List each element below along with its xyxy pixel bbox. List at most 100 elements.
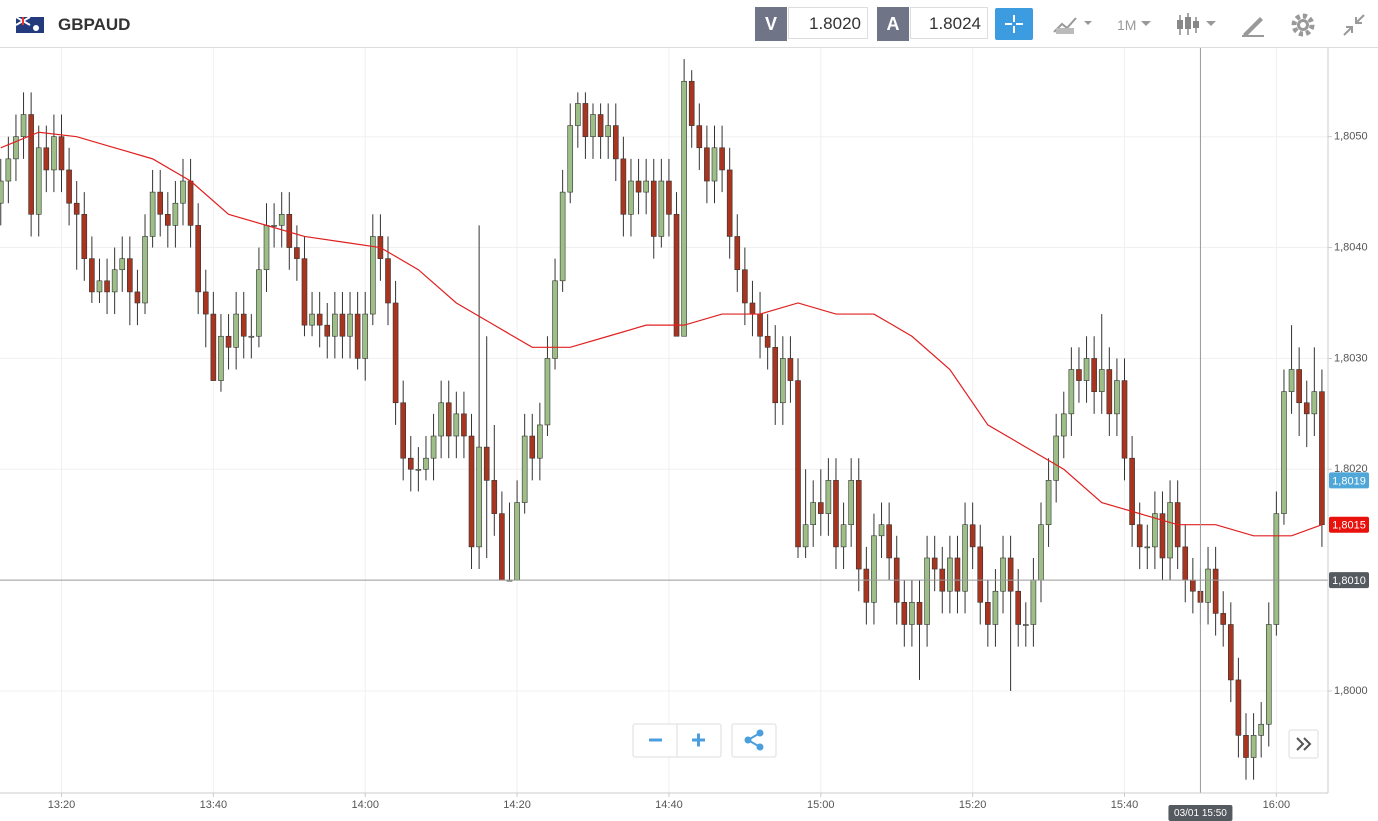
candle-body (1053, 435, 1059, 481)
candle-body (1281, 391, 1287, 514)
candle-body (840, 524, 847, 548)
candle (848, 458, 854, 547)
candle (1068, 347, 1075, 437)
candle (392, 280, 399, 425)
candle-body (225, 335, 232, 348)
candle-body (552, 280, 558, 359)
candle-body (985, 602, 991, 625)
candle-body (400, 402, 406, 459)
candle-body (696, 125, 703, 149)
candle (248, 314, 255, 359)
candle-body (567, 125, 574, 193)
buy-price[interactable]: 1.8024 (910, 7, 988, 39)
x-tick-label: 15:40 (1111, 799, 1139, 811)
candle-body (514, 502, 520, 581)
candle-body (1136, 524, 1143, 548)
candle-body (58, 136, 65, 171)
candle-body (666, 180, 672, 215)
share-icon (744, 729, 764, 751)
candle (316, 291, 323, 348)
candle (1303, 380, 1310, 448)
zoom-controls (632, 723, 1319, 759)
candle-body (711, 147, 718, 182)
candle-body (248, 335, 255, 338)
candle (1015, 569, 1022, 647)
candle-body (218, 335, 224, 381)
settings-icon[interactable] (1290, 12, 1316, 38)
x-tick-label: 14:20 (503, 799, 531, 811)
candle-body (180, 180, 186, 204)
candle-body (650, 180, 657, 237)
share-button[interactable] (731, 723, 777, 758)
candle-body (1106, 369, 1113, 415)
candle-body (916, 602, 923, 625)
candle (628, 158, 634, 237)
dropdown-arrow[interactable] (1140, 14, 1152, 34)
candle-body (1152, 513, 1158, 548)
timeframe[interactable]: 1M (1117, 17, 1137, 33)
candle-body (347, 313, 353, 337)
crosshair-button[interactable] (995, 8, 1033, 40)
y-tick-label: 1,8050 (1334, 131, 1368, 143)
candle-body (1311, 391, 1318, 415)
draw-icon[interactable] (1240, 12, 1266, 38)
candle-body (491, 480, 498, 514)
chart-type-icon[interactable] (1176, 12, 1220, 38)
candle-body (1068, 369, 1075, 415)
candle-body (590, 114, 596, 137)
candle-body (704, 147, 710, 182)
candle-body (537, 424, 543, 459)
candle (370, 214, 376, 326)
candle (73, 181, 80, 270)
candle-body (89, 258, 95, 293)
candle-body (415, 468, 422, 471)
candle (962, 502, 968, 614)
sell-price[interactable]: 1.8020 (788, 7, 868, 39)
buy-label[interactable]: A (877, 7, 909, 41)
candle-body (521, 435, 528, 503)
candle-body (476, 446, 482, 548)
candle-body (719, 147, 725, 171)
candle (643, 158, 649, 215)
zoom-in-button[interactable] (692, 733, 705, 747)
candle (575, 92, 581, 148)
candle-body (757, 313, 763, 337)
candle (1212, 546, 1219, 636)
candle-body (544, 358, 551, 426)
candle-body (1273, 513, 1280, 625)
candle-body (1243, 735, 1249, 758)
candle (658, 158, 665, 248)
candle (407, 436, 414, 492)
x-tick-label: 13:40 (200, 799, 228, 811)
candle-body (1045, 480, 1052, 526)
candle-body (1258, 723, 1264, 736)
double-chevron (1296, 737, 1312, 751)
candle-body (1182, 546, 1189, 581)
candle (1235, 657, 1242, 758)
candle-body (263, 225, 270, 271)
candle-body (1303, 402, 1310, 415)
candle (149, 169, 156, 248)
candle (764, 314, 771, 370)
candle (1144, 524, 1151, 570)
candle-body (855, 480, 862, 570)
candle-body (1319, 391, 1325, 526)
candle-body (749, 302, 756, 315)
candle (195, 203, 201, 315)
candle (1121, 358, 1128, 481)
sell-label[interactable]: V (755, 7, 787, 41)
candle (886, 502, 892, 581)
candle-body (848, 480, 854, 526)
candle-body (385, 258, 391, 304)
candle-body (438, 402, 444, 437)
candle (172, 181, 179, 248)
candle (719, 125, 725, 193)
candle-body (278, 213, 285, 226)
candle (278, 192, 285, 248)
indicators-icon[interactable] (1052, 14, 1096, 36)
candle (666, 158, 672, 237)
candle (210, 291, 217, 381)
collapse-icon[interactable] (1341, 12, 1367, 38)
candle-body (947, 557, 953, 592)
y-tick-label: 1,8000 (1334, 685, 1368, 697)
